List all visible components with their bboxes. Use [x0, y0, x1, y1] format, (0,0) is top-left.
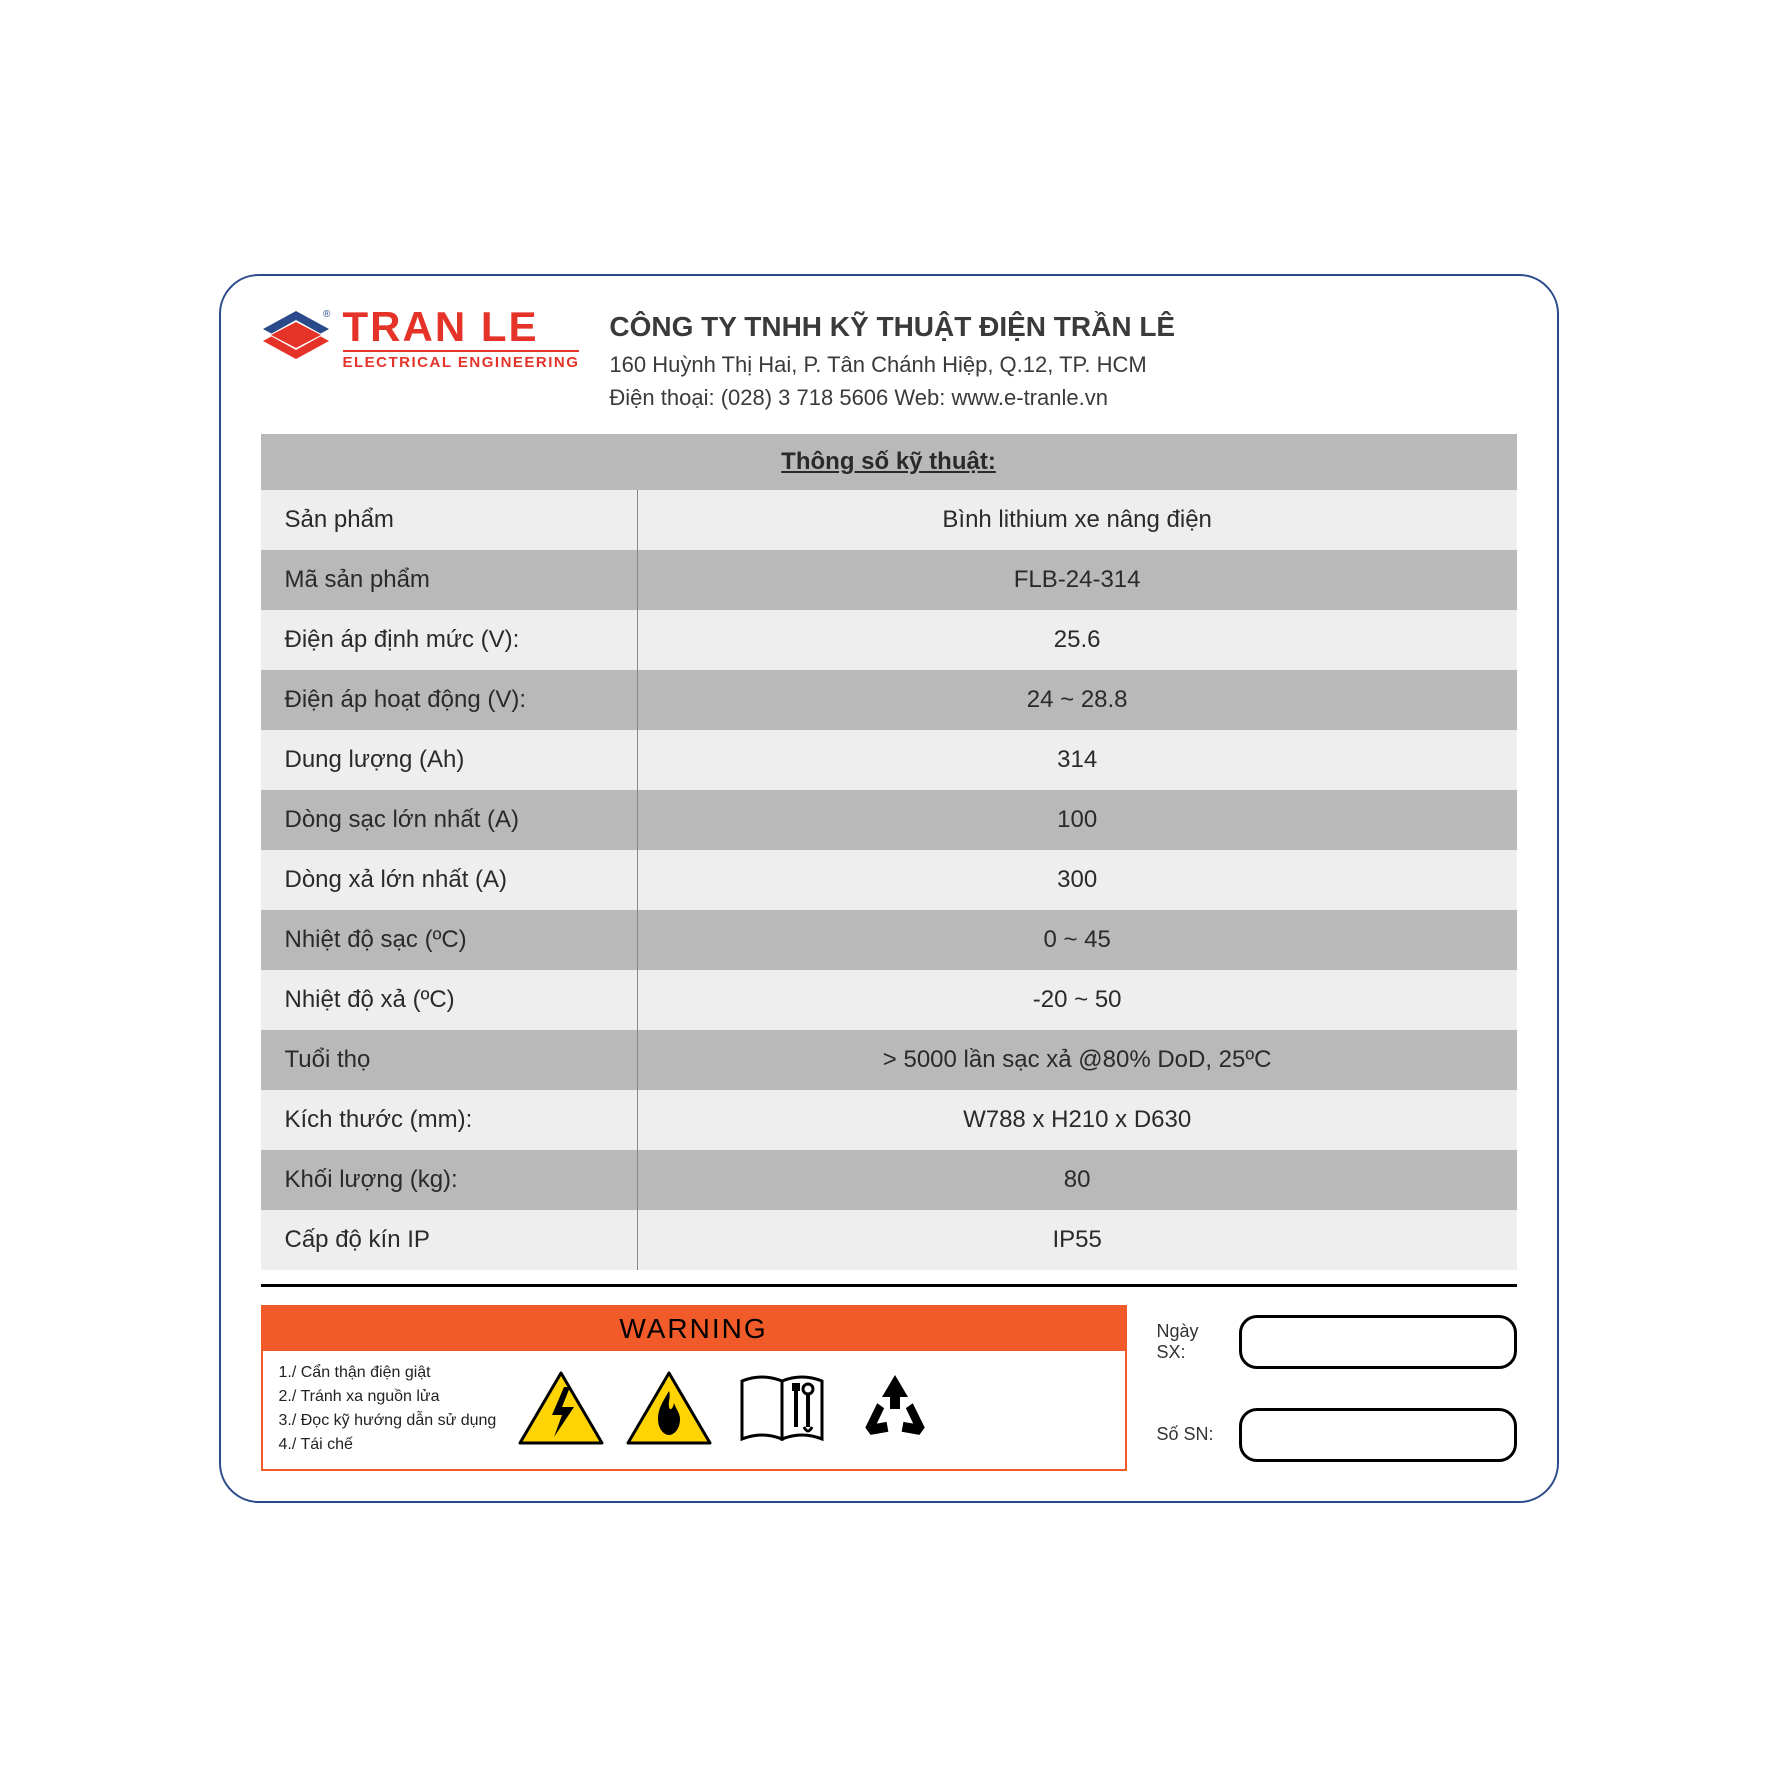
meta-sn-label: Số SN:	[1157, 1424, 1227, 1445]
spec-label: Mã sản phẩm	[261, 550, 638, 610]
manual-icon	[732, 1369, 832, 1449]
warning-list: 1./ Cẩn thận điện giật 2./ Tránh xa nguồ…	[279, 1361, 497, 1457]
spec-value: 25.6	[637, 610, 1516, 670]
company-address: 160 Huỳnh Thị Hai, P. Tân Chánh Hiệp, Q.…	[609, 348, 1175, 381]
company-contact: Điện thoại: (028) 3 718 5606 Web: www.e-…	[609, 381, 1175, 414]
logo-brand-name: TRAN LE	[343, 306, 580, 348]
footer-divider	[261, 1284, 1517, 1287]
spec-value: 314	[637, 730, 1516, 790]
table-row: Nhiệt độ xả (ºC)-20 ~ 50	[261, 970, 1517, 1030]
svg-text:®: ®	[323, 309, 331, 320]
logo-subline: ELECTRICAL ENGINEERING	[343, 350, 580, 371]
spec-value: 80	[637, 1150, 1516, 1210]
table-row: Nhiệt độ sạc (ºC)0 ~ 45	[261, 910, 1517, 970]
header: ® TRAN LE ELECTRICAL ENGINEERING CÔNG TY…	[261, 306, 1517, 414]
meta-block: Ngày SX: Số SN:	[1157, 1305, 1517, 1471]
meta-date-label: Ngày SX:	[1157, 1321, 1227, 1363]
logo-text: TRAN LE ELECTRICAL ENGINEERING	[343, 306, 580, 371]
logo-block: ® TRAN LE ELECTRICAL ENGINEERING	[261, 306, 580, 371]
warning-item: 3./ Đọc kỹ hướng dẫn sử dụng	[279, 1409, 497, 1433]
spec-value: 0 ~ 45	[637, 910, 1516, 970]
spec-label: Dòng sạc lớn nhất (A)	[261, 790, 638, 850]
table-row: Khối lượng (kg):80	[261, 1150, 1517, 1210]
spec-value: W788 x H210 x D630	[637, 1090, 1516, 1150]
spec-label: Nhiệt độ sạc (ºC)	[261, 910, 638, 970]
spec-label: Dòng xả lớn nhất (A)	[261, 850, 638, 910]
table-row: Sản phẩmBình lithium xe nâng điện	[261, 490, 1517, 550]
table-row: Kích thước (mm):W788 x H210 x D630	[261, 1090, 1517, 1150]
spec-label: Nhiệt độ xả (ºC)	[261, 970, 638, 1030]
recycle-icon	[850, 1369, 940, 1449]
table-row: Mã sản phẩmFLB-24-314	[261, 550, 1517, 610]
spec-label: Cấp độ kín IP	[261, 1210, 638, 1270]
spec-value: 24 ~ 28.8	[637, 670, 1516, 730]
table-row: Dung lượng (Ah)314	[261, 730, 1517, 790]
spec-label: Kích thước (mm):	[261, 1090, 638, 1150]
table-row: Điện áp hoạt động (V):24 ~ 28.8	[261, 670, 1517, 730]
meta-row-date: Ngày SX:	[1157, 1315, 1517, 1369]
company-info: CÔNG TY TNHH KỸ THUẬT ĐIỆN TRẦN LÊ 160 H…	[609, 306, 1175, 414]
spec-value: Bình lithium xe nâng điện	[637, 490, 1516, 550]
company-name: CÔNG TY TNHH KỸ THUẬT ĐIỆN TRẦN LÊ	[609, 306, 1175, 348]
spec-value: 300	[637, 850, 1516, 910]
meta-row-sn: Số SN:	[1157, 1408, 1517, 1462]
meta-date-box	[1239, 1315, 1517, 1369]
logo-mark-icon: ®	[261, 309, 331, 369]
warning-title: WARNING	[263, 1307, 1125, 1351]
warning-icons	[516, 1369, 940, 1449]
spec-value: FLB-24-314	[637, 550, 1516, 610]
spec-label: Điện áp hoạt động (V):	[261, 670, 638, 730]
warning-item: 1./ Cẩn thận điện giật	[279, 1361, 497, 1385]
warning-panel: WARNING 1./ Cẩn thận điện giật 2./ Tránh…	[261, 1305, 1127, 1471]
meta-sn-box	[1239, 1408, 1517, 1462]
specs-title: Thông số kỹ thuật:	[261, 434, 1517, 490]
specs-table: Thông số kỹ thuật: Sản phẩmBình lithium …	[261, 434, 1517, 1270]
table-row: Tuổi thọ> 5000 lần sạc xả @80% DoD, 25ºC	[261, 1030, 1517, 1090]
spec-value: 100	[637, 790, 1516, 850]
table-row: Điện áp định mức (V):25.6	[261, 610, 1517, 670]
warning-item: 4./ Tái chế	[279, 1433, 497, 1457]
fire-hazard-icon	[624, 1369, 714, 1449]
footer: WARNING 1./ Cẩn thận điện giật 2./ Tránh…	[261, 1305, 1517, 1471]
product-label-card: ® TRAN LE ELECTRICAL ENGINEERING CÔNG TY…	[219, 274, 1559, 1503]
spec-value: IP55	[637, 1210, 1516, 1270]
spec-label: Khối lượng (kg):	[261, 1150, 638, 1210]
table-row: Cấp độ kín IPIP55	[261, 1210, 1517, 1270]
spec-label: Sản phẩm	[261, 490, 638, 550]
spec-value: > 5000 lần sạc xả @80% DoD, 25ºC	[637, 1030, 1516, 1090]
warning-item: 2./ Tránh xa nguồn lửa	[279, 1385, 497, 1409]
warning-body: 1./ Cẩn thận điện giật 2./ Tránh xa nguồ…	[263, 1351, 1125, 1469]
table-row: Dòng xả lớn nhất (A)300	[261, 850, 1517, 910]
table-row: Dòng sạc lớn nhất (A)100	[261, 790, 1517, 850]
spec-value: -20 ~ 50	[637, 970, 1516, 1030]
specs-body: Sản phẩmBình lithium xe nâng điện Mã sản…	[261, 490, 1517, 1270]
electric-shock-icon	[516, 1369, 606, 1449]
spec-label: Tuổi thọ	[261, 1030, 638, 1090]
spec-label: Điện áp định mức (V):	[261, 610, 638, 670]
spec-label: Dung lượng (Ah)	[261, 730, 638, 790]
